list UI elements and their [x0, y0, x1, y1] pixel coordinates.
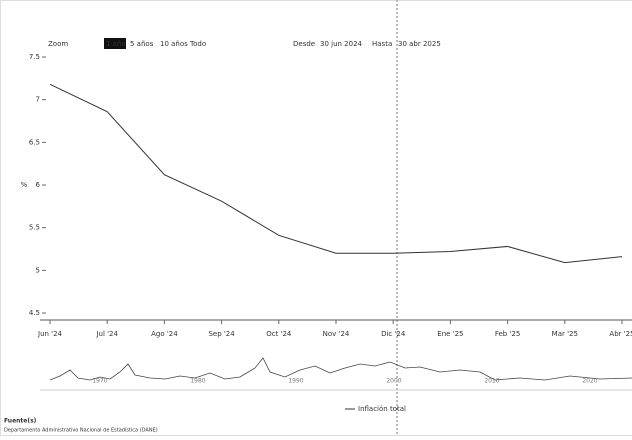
x-tick-label: Jul '24 — [95, 330, 118, 338]
zoom-label: Zoom — [48, 40, 68, 48]
y-tick-label: 5 — [36, 266, 40, 274]
x-tick-label: Ago '24 — [151, 330, 178, 338]
y-tick-label: 5.5 — [29, 224, 40, 232]
legend-label: Inflación total — [358, 405, 406, 413]
x-tick-label: Oct '24 — [266, 330, 292, 338]
x-tick-label: Feb '25 — [495, 330, 520, 338]
navigator-line — [50, 358, 632, 380]
navigator-label: 2020 — [582, 378, 597, 385]
x-tick-label: Sep '24 — [208, 330, 235, 338]
data-line — [50, 84, 622, 262]
navigator-label: 1990 — [288, 378, 303, 385]
y-tick-label: 7.5 — [29, 53, 40, 61]
from-label: Desde — [293, 40, 315, 48]
range-button[interactable]: 10 años — [160, 40, 188, 48]
y-tick-label: 6 — [36, 181, 41, 189]
navigator-label: 2000 — [386, 378, 401, 385]
x-tick-label: Abr '25 — [609, 330, 632, 338]
range-button[interactable]: 5 años — [130, 40, 154, 48]
navigator-label: 1980 — [190, 378, 205, 385]
x-tick-label: Ene '25 — [437, 330, 463, 338]
x-tick-label: Jun '24 — [37, 330, 63, 338]
x-tick-label: Nov '24 — [323, 330, 350, 338]
source: Departamento Administrativo Nacional de … — [4, 427, 158, 434]
x-tick-label: Mar '25 — [552, 330, 578, 338]
to-date[interactable]: 30 abr 2025 — [398, 40, 441, 48]
x-tick-label: Dic '24 — [381, 330, 406, 338]
y-axis-label: % — [21, 181, 28, 189]
source-label: Fuente(s) — [4, 418, 37, 425]
y-tick-label: 4.5 — [29, 309, 40, 317]
range-button[interactable]: Todo — [189, 40, 206, 48]
navigator-label: 1970 — [92, 378, 107, 385]
navigator-label: 2010 — [484, 378, 499, 385]
from-date[interactable]: 30 jun 2024 — [320, 40, 363, 48]
y-tick-label: 7 — [36, 96, 40, 104]
to-label: Hasta — [372, 40, 392, 48]
y-tick-label: 6.5 — [29, 138, 40, 146]
range-button[interactable]: 1 año — [106, 40, 126, 48]
